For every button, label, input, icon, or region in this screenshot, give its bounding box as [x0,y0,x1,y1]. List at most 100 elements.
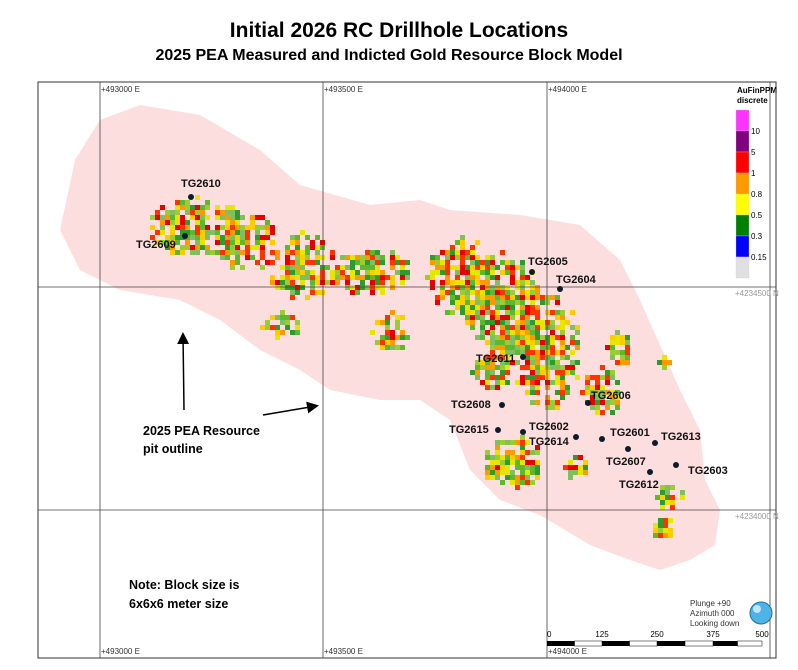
block-cell [320,240,325,245]
block-cell [583,460,588,465]
block-cell [435,255,440,260]
block-cell [165,235,170,240]
block-cell [575,330,580,335]
block-cell [658,528,663,533]
block-cell [540,325,545,330]
block-cell [340,275,345,280]
block-cell [520,260,525,265]
block-cell [560,370,565,375]
block-cell [480,320,485,325]
block-cell [260,235,265,240]
block-cell [662,355,667,360]
block-cell [270,250,275,255]
block-cell [615,340,620,345]
block-cell [485,330,490,335]
block-cell [540,370,545,375]
block-cell [375,250,380,255]
block-cell [390,260,395,265]
block-cell [370,255,375,260]
block-cell [545,400,550,405]
block-cell [662,360,667,365]
block-cell [495,365,500,370]
block-cell [225,215,230,220]
drillhole-label: TG2605 [528,256,568,268]
block-cell [595,395,600,400]
block-cell [495,290,500,295]
block-cell [535,475,540,480]
block-cell [550,310,555,315]
legend-label: 0.8 [751,190,763,199]
block-cell [615,330,620,335]
block-cell [380,290,385,295]
block-cell [195,220,200,225]
block-cell [570,335,575,340]
block-cell [385,325,390,330]
block-cell [165,245,170,250]
block-cell [520,455,525,460]
block-cell [305,270,310,275]
block-cell [520,435,525,440]
block-cell [595,375,600,380]
block-cell [260,265,265,270]
block-cell [435,260,440,265]
block-cell [530,460,535,465]
block-cell [500,285,505,290]
block-cell [520,320,525,325]
block-cell [470,285,475,290]
block-cell [385,320,390,325]
block-cell [515,285,520,290]
block-cell [450,295,455,300]
block-cell [485,455,490,460]
block-cell [535,335,540,340]
block-cell [485,280,490,285]
block-cell [605,390,610,395]
block-cell [565,390,570,395]
block-cell [435,295,440,300]
block-cell [215,230,220,235]
block-cell [395,335,400,340]
block-cell [530,400,535,405]
northing-label: +4234500 N [735,289,779,298]
block-cell [520,325,525,330]
block-cell [445,280,450,285]
block-cell [390,345,395,350]
block-cell [375,285,380,290]
block-cell [315,280,320,285]
block-cell [490,465,495,470]
block-cell [200,225,205,230]
block-cell [220,225,225,230]
block-cell [580,390,585,395]
block-cell [568,475,573,480]
block-cell [380,280,385,285]
block-cell [205,225,210,230]
block-cell [615,360,620,365]
block-cell [275,255,280,260]
block-cell [300,230,305,235]
block-cell [235,210,240,215]
block-cell [495,465,500,470]
block-cell [563,465,568,470]
block-cell [345,280,350,285]
block-cell [540,320,545,325]
block-cell [570,370,575,375]
drillhole-label: TG2603 [688,465,728,477]
block-cell [450,310,455,315]
block-cell [545,380,550,385]
block-cell [455,250,460,255]
block-cell [440,285,445,290]
block-cell [335,280,340,285]
block-cell [475,300,480,305]
block-cell [220,255,225,260]
block-cell [405,260,410,265]
block-cell [215,225,220,230]
easting-label: +493500 E [324,647,363,656]
block-cell [295,250,300,255]
block-cell [500,480,505,485]
block-cell [370,290,375,295]
block-cell [180,205,185,210]
block-cell [220,240,225,245]
block-cell [583,465,588,470]
block-cell [295,255,300,260]
block-cell [670,485,675,490]
drillhole-marker [182,233,188,239]
